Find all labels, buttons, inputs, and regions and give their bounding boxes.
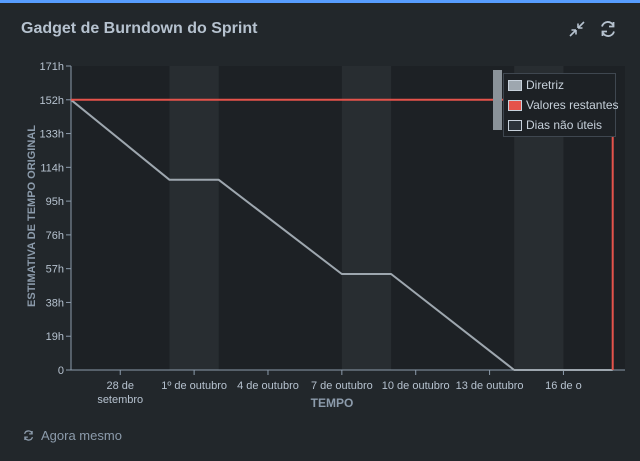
legend-swatch-valores-restantes	[508, 99, 522, 111]
x-axis-label: TEMPO	[310, 396, 354, 410]
legend-swatch-dias-nao-uteis	[508, 119, 522, 131]
legend-item-valores-restantes[interactable]: Valores restantes	[508, 98, 619, 112]
x-tick-label: 28 de	[106, 380, 134, 392]
x-tick-label: 13 de outubro	[456, 380, 524, 392]
y-tick-label: 57h	[46, 264, 64, 276]
series-line-diretriz	[70, 99, 613, 371]
legend-item-dias-nao-uteis[interactable]: Dias não úteis	[508, 118, 602, 132]
y-tick-label: 0	[58, 365, 64, 377]
y-tick-label: 95h	[46, 196, 64, 208]
accent-bar	[0, 0, 640, 3]
non-working-band	[169, 66, 219, 370]
x-tick-label: 16 de o	[545, 380, 582, 392]
y-tick-label: 133h	[40, 129, 64, 141]
x-tick-label: 10 de outubro	[382, 380, 450, 392]
y-tick-label: 152h	[40, 95, 64, 107]
refresh-icon	[22, 429, 35, 442]
collapse-icon[interactable]	[566, 18, 588, 40]
legend-label: Diretriz	[526, 78, 564, 92]
chart-legend: Diretriz Valores restantes Dias não útei…	[503, 73, 619, 137]
legend-label: Dias não úteis	[526, 118, 603, 132]
x-tick-label: setembro	[97, 394, 143, 406]
y-tick-label: 38h	[46, 297, 64, 309]
y-axis-label: ESTIMATIVA DE TEMPO ORIGINAL	[26, 125, 38, 307]
y-tick-label: 19h	[46, 331, 64, 343]
y-tick-label: 171h	[40, 61, 64, 73]
refresh-icon[interactable]	[597, 18, 619, 40]
gadget-title: Gadget de Burndown do Sprint	[21, 20, 258, 37]
non-working-band	[341, 66, 392, 370]
footer-text: Agora mesmo	[41, 428, 122, 443]
last-updated: Agora mesmo	[22, 428, 122, 443]
y-tick-label: 76h	[46, 230, 64, 242]
legend-item-diretriz[interactable]: Diretriz	[508, 78, 564, 92]
x-tick-label: 1º de outubro	[161, 380, 227, 392]
x-tick-label: 4 de outubro	[237, 380, 299, 392]
legend-swatch-diretriz	[508, 79, 522, 91]
y-tick-label: 114h	[40, 162, 64, 174]
x-tick-label: 7 de outubro	[311, 380, 373, 392]
legend-label: Valores restantes	[526, 98, 619, 112]
legend-scrollbar[interactable]	[493, 70, 502, 130]
